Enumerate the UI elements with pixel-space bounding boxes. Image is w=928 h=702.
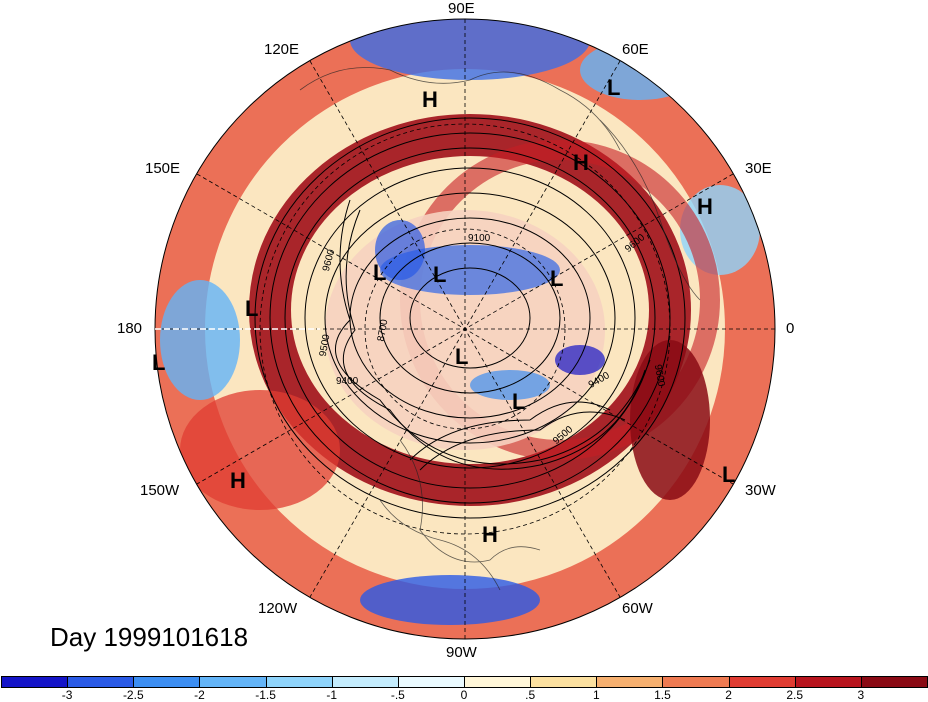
lon-label-90e: 90E [448, 0, 475, 17]
pressure-center: L [607, 75, 621, 100]
graticule [155, 19, 775, 639]
lon-label-120e: 120E [264, 41, 300, 58]
colorbar-box [1, 676, 69, 688]
inner-cool-4 [555, 345, 605, 375]
warm-blob-bottom-right [630, 340, 710, 500]
colorbar-tick-label: .5 [525, 688, 536, 702]
colorbar-tick-label: 3 [857, 688, 865, 702]
coastlines [299, 67, 701, 591]
colorbar-tick-label: 1.5 [654, 688, 671, 702]
colorbar-tick-label: 0 [460, 688, 468, 702]
pressure-center: H [697, 194, 713, 219]
inner-cool-2 [375, 220, 425, 280]
colorbar-box [464, 676, 532, 688]
pressure-center: L [512, 389, 526, 414]
colorbar-tick-label: 1 [592, 688, 600, 702]
contour-label: 9100 [468, 233, 491, 244]
colorbar-box [199, 676, 267, 688]
lon-label-180: 180 [117, 320, 143, 337]
colorbar-box [794, 676, 862, 688]
lon-label-60w: 60W [622, 600, 653, 617]
lon-label-60e: 60E [622, 41, 649, 58]
lon-label-150e: 150E [145, 160, 181, 177]
colorbar-box [860, 676, 928, 688]
colorbar-box [662, 676, 730, 688]
colorbar-box [397, 676, 465, 688]
pressure-center: L [433, 262, 447, 287]
pressure-center: H [422, 87, 438, 112]
warm-blob-bottom-left [180, 390, 340, 510]
colorbar-box [596, 676, 664, 688]
colorbar-tick-label: -1.5 [255, 688, 276, 702]
lon-label-0: 0 [786, 320, 795, 337]
colorbar-tick-label: -2.5 [122, 688, 144, 702]
pressure-center: L [550, 266, 564, 291]
colorbar-box [133, 676, 201, 688]
colorbar-tick-label: 2 [725, 688, 732, 702]
height-contours [254, 117, 686, 519]
colorbar-tick-label: -3 [61, 688, 73, 702]
pressure-center: L [455, 344, 469, 369]
pressure-center: L [152, 350, 166, 375]
pressure-center: L [245, 296, 259, 321]
colorbar-box [530, 676, 598, 688]
lon-label-30e: 30E [745, 160, 772, 177]
colorbar-box [265, 676, 333, 688]
pressure-center: H [573, 150, 589, 175]
cool-anomaly-left [160, 280, 240, 400]
colorbar-tick-label: -2 [194, 688, 205, 702]
inner-cool-1 [380, 245, 560, 295]
lon-label-120w: 120W [258, 600, 298, 617]
pressure-center: L [722, 462, 736, 487]
colorbar-tick-label: 2.5 [786, 688, 804, 702]
colorbar-box [67, 676, 135, 688]
contour-label: 9400 [336, 376, 359, 387]
lon-label-150w: 150W [140, 482, 180, 499]
pressure-center: H [482, 522, 498, 547]
colorbar-tick-label: -.5 [390, 688, 405, 702]
pressure-center: H [230, 468, 246, 493]
colorbar-box [331, 676, 399, 688]
colorbar-box [728, 676, 796, 688]
colorbar-tick-label: -1 [326, 688, 338, 702]
pressure-center: L [373, 260, 387, 285]
lon-label-90w: 90W [446, 644, 477, 661]
date-label: Day 1999101618 [50, 622, 249, 652]
cool-anomaly-bottom [360, 575, 540, 625]
lon-label-30w: 30W [745, 482, 776, 499]
